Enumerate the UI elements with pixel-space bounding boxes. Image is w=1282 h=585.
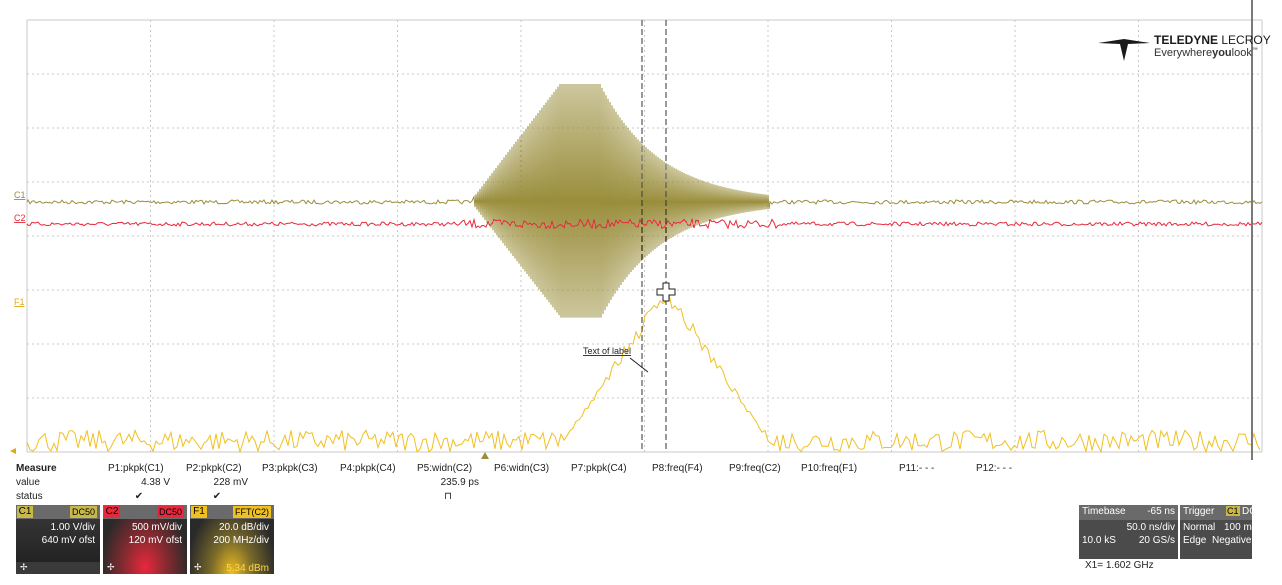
crosshair-cursor-icon[interactable] bbox=[656, 282, 676, 302]
annotation-leader bbox=[629, 357, 649, 373]
param-name[interactable]: P2:pkpk(C2) bbox=[186, 463, 242, 474]
value-row-label: value bbox=[16, 477, 40, 488]
param-value: 4.38 V bbox=[141, 477, 170, 488]
coupling-badge: DC50 bbox=[69, 506, 97, 518]
param-name[interactable]: P8:freq(F4) bbox=[652, 463, 703, 474]
move-cursor-icon[interactable]: ✢ bbox=[20, 562, 28, 572]
c2-trace-marker[interactable]: C2 bbox=[14, 213, 26, 223]
trigger-slope: Negative bbox=[1212, 535, 1252, 546]
param-name[interactable]: P6:widn(C3) bbox=[494, 463, 550, 474]
param-name[interactable]: P12:- - - bbox=[976, 463, 1013, 474]
channel-tag: C1 bbox=[17, 506, 33, 518]
channel-reading: 5.34 dBm bbox=[226, 563, 269, 574]
trigger-level: 100 mV bbox=[1224, 522, 1252, 533]
trigger-position-icon[interactable] bbox=[481, 452, 489, 459]
timebase-descriptor[interactable]: Timebase -65 ns 50.0 ns/div 10.0 kS 20 G… bbox=[1079, 505, 1178, 559]
teledyne-logo-icon bbox=[1098, 39, 1150, 61]
vertical-scale: 500 mV/div bbox=[131, 522, 182, 533]
param-name[interactable]: P4:pkpk(C4) bbox=[340, 463, 396, 474]
offset: 120 mV ofst bbox=[128, 535, 182, 546]
horizontal-scale: 200 MHz/div bbox=[213, 535, 269, 546]
status-row-label: status bbox=[16, 491, 43, 502]
param-value: 235.9 ps bbox=[440, 477, 479, 488]
channel-tag: C2 bbox=[104, 506, 120, 518]
teledyne-lecroy-logo: TELEDYNE LECROY Everywhereyoulook™ bbox=[1098, 33, 1271, 73]
move-cursor-icon[interactable]: ✢ bbox=[107, 562, 115, 572]
trigger-mode: Normal bbox=[1183, 522, 1216, 533]
trigger-label: Trigger bbox=[1183, 506, 1215, 517]
timebase-label: Timebase bbox=[1082, 506, 1126, 517]
channel-c2-descriptor[interactable]: C2 DC50 500 mV/div 120 mV ofst ✢ bbox=[103, 505, 187, 574]
param-name[interactable]: P7:pkpk(C4) bbox=[571, 463, 627, 474]
move-cursor-icon[interactable]: ✢ bbox=[194, 562, 202, 572]
c2-trace bbox=[26, 217, 1263, 230]
channel-tag: F1 bbox=[191, 506, 207, 518]
trigger-coupling: DC bbox=[1242, 506, 1252, 517]
scope-display[interactable]: C1 C2 F1 Text of label bbox=[0, 0, 1282, 460]
trigger-type: Edge bbox=[1183, 535, 1207, 546]
param-name[interactable]: P10:freq(F1) bbox=[801, 463, 858, 474]
param-name[interactable]: P5:widn(C2) bbox=[417, 463, 473, 474]
cursor-readout: X1= 1.602 GHz bbox=[1085, 560, 1154, 571]
timebase-per-div: 50.0 ns/div bbox=[1126, 522, 1175, 533]
annotation-label[interactable]: Text of label bbox=[583, 346, 631, 356]
param-name[interactable]: P3:pkpk(C3) bbox=[262, 463, 318, 474]
timebase-delay: -65 ns bbox=[1147, 506, 1175, 517]
param-name[interactable]: P1:pkpk(C1) bbox=[108, 463, 164, 474]
param-name[interactable]: P9:freq(C2) bbox=[729, 463, 781, 474]
vertical-scale: 1.00 V/div bbox=[50, 522, 95, 533]
f1-fft-trace bbox=[26, 292, 1261, 454]
trigger-descriptor[interactable]: Trigger C1 DC Normal 100 mV Edge Negativ… bbox=[1180, 505, 1252, 559]
c1-trace-marker[interactable]: C1 bbox=[14, 190, 26, 200]
channel-f1-descriptor[interactable]: F1 FFT(C2) 20.0 dB/div 200 MHz/div ✢ 5.3… bbox=[190, 505, 274, 574]
vertical-scale: 20.0 dB/div bbox=[218, 522, 269, 533]
timebase-rate: 20 GS/s bbox=[1138, 535, 1175, 546]
coupling-badge: DC50 bbox=[156, 506, 184, 518]
measure-title: Measure bbox=[16, 463, 57, 474]
param-status: ✔ bbox=[134, 491, 144, 502]
offset: 640 mV ofst bbox=[41, 535, 95, 546]
param-value: 228 mV bbox=[213, 477, 248, 488]
f1-trace-marker[interactable]: F1 bbox=[14, 297, 25, 307]
param-name[interactable]: P11:- - - bbox=[899, 463, 935, 474]
graticule-grid bbox=[26, 19, 1263, 453]
channel-c1-descriptor[interactable]: C1 DC50 1.00 V/div 640 mV ofst ✢ bbox=[16, 505, 100, 574]
param-status: ✔ bbox=[212, 491, 222, 502]
trigger-source-badge: C1 bbox=[1226, 506, 1240, 516]
timebase-samples: 10.0 kS bbox=[1082, 535, 1116, 546]
left-arrow-icon[interactable] bbox=[10, 448, 16, 454]
coupling-badge: FFT(C2) bbox=[233, 506, 271, 518]
param-status: ⊓ bbox=[444, 491, 452, 502]
